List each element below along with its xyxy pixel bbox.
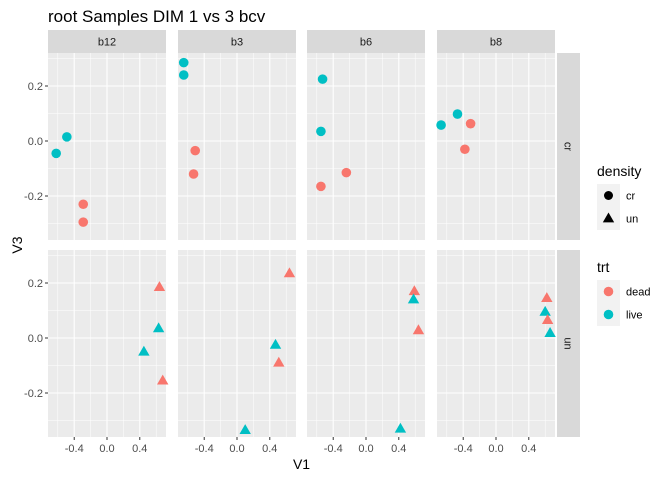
x-axis-title: V1 [293, 456, 310, 472]
panel-b12-cr [48, 53, 166, 240]
x-tick-label: 0.0 [358, 443, 373, 455]
x-tick-label: 0.0 [229, 443, 244, 455]
panel-b8-cr [437, 53, 555, 240]
point-live-triangle [539, 305, 551, 316]
panel-b8-un [437, 250, 555, 437]
panel-b6-un [307, 250, 425, 437]
point-dead-triangle [157, 374, 169, 385]
legend: density cr un trt dead live [597, 163, 650, 326]
y-tick-label: 0.2 [28, 278, 43, 290]
point-dead-triangle [408, 285, 421, 296]
panel-b6-cr [307, 53, 425, 240]
legend-label: live [626, 310, 643, 322]
facet-strip-un [557, 250, 580, 437]
point-live-triangle [394, 422, 407, 433]
point-live-circle [178, 70, 189, 80]
point-live-triangle [269, 338, 282, 349]
panel-b3-cr [178, 53, 296, 240]
facet-strip-b6 [307, 30, 425, 53]
point-live-triangle [407, 293, 420, 304]
data-points [51, 57, 556, 435]
point-dead-circle [341, 167, 352, 178]
chart-title: root Samples DIM 1 vs 3 bcv [48, 7, 266, 26]
y-axis-title: V3 [9, 236, 25, 253]
point-live-triangle [239, 424, 251, 435]
facet-strip-label: cr [562, 142, 574, 152]
facet-panels: b12 b3 b6 b8 cr un -0.2 0.0 0.2 -0.2 0.0 0.2 -0.4 0.0… [24, 30, 580, 455]
y-tick-label: 0.0 [28, 136, 43, 148]
point-dead-circle [316, 181, 326, 192]
legend-key-dead [603, 286, 614, 297]
legend-trt: trt dead live [597, 259, 650, 326]
point-live-circle [317, 74, 328, 84]
point-live-circle [62, 132, 72, 142]
facet-strip-b12 [48, 30, 166, 53]
point-dead-triangle [273, 356, 285, 367]
facet-strip-cr [557, 53, 580, 240]
point-dead-triangle [412, 324, 425, 335]
x-tick-label: -0.4 [324, 443, 343, 455]
facet-strip-label: un [562, 337, 574, 349]
legend-label: un [626, 214, 638, 226]
y-tick-label: -0.2 [24, 388, 43, 400]
point-live-circle [51, 148, 61, 159]
point-dead-circle [460, 144, 470, 155]
legend-key-live [603, 309, 614, 320]
point-live-triangle [138, 345, 150, 356]
legend-key-circle [604, 191, 613, 200]
y-tick-label: 0.2 [28, 81, 43, 93]
x-tick-label: 0.4 [391, 443, 406, 455]
point-dead-circle [190, 145, 201, 156]
point-dead-triangle [541, 292, 553, 303]
facet-strip-label: b12 [98, 37, 116, 49]
point-dead-circle [188, 169, 199, 179]
facet-strip-label: b3 [231, 37, 243, 49]
x-tick-label: 0.0 [488, 443, 503, 455]
x-tick-label: 0.0 [99, 443, 114, 455]
point-dead-triangle [283, 267, 296, 278]
point-dead-circle [465, 118, 476, 129]
legend-title: density [597, 163, 641, 179]
panel-b3-un [178, 250, 296, 437]
point-live-triangle [152, 322, 165, 333]
facet-strip-b8 [437, 30, 555, 53]
point-live-circle [316, 126, 326, 137]
facet-strip-b3 [178, 30, 296, 53]
panel-b12-un [48, 250, 166, 437]
legend-title: trt [597, 259, 610, 275]
point-dead-circle [78, 217, 89, 227]
x-tick-label: -0.4 [195, 443, 214, 455]
y-tick-label: 0.0 [28, 333, 43, 345]
x-tick-label: 0.4 [262, 443, 277, 455]
x-tick-label: -0.4 [65, 443, 84, 455]
point-dead-triangle [541, 314, 554, 325]
x-tick-label: -0.4 [454, 443, 473, 455]
x-tick-label: 0.4 [132, 443, 147, 455]
point-live-triangle [544, 327, 556, 337]
legend-key-triangle [602, 212, 615, 223]
legend-density: density cr un [597, 163, 641, 230]
point-live-circle [452, 109, 463, 119]
legend-label: dead [626, 287, 650, 299]
legend-label: cr [626, 191, 636, 203]
facet-strip-label: b6 [360, 37, 372, 49]
point-dead-circle [78, 199, 89, 210]
y-tick-label: -0.2 [24, 191, 43, 203]
point-live-circle [436, 120, 446, 130]
point-dead-triangle [153, 281, 166, 292]
facet-strip-label: b8 [490, 37, 502, 49]
x-tick-label: 0.4 [521, 443, 536, 455]
point-live-circle [178, 57, 189, 68]
